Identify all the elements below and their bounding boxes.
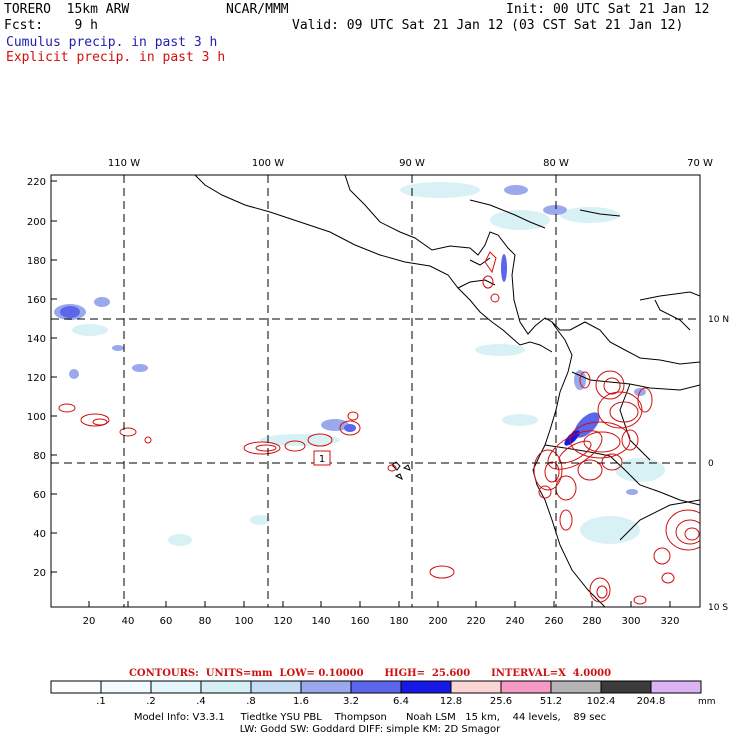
lat-label-0: 0	[708, 459, 714, 469]
valid-time: Valid: 09 UTC Sat 21 Jan 12 (03 CST Sat …	[292, 18, 684, 33]
x-tick-label: 40	[122, 616, 135, 627]
org-label: NCAR/MMM	[226, 2, 289, 17]
explicit-contours	[58, 251, 700, 605]
colorbar-swatch	[100, 680, 152, 694]
x-tick-label: 280	[582, 616, 601, 627]
lat-label-10s: 10 S	[708, 603, 728, 613]
lon-label-100w: 100 W	[252, 158, 284, 169]
latlon-grid	[51, 175, 700, 607]
x-tick-label: 180	[389, 616, 408, 627]
x-tick-label: 100	[234, 616, 253, 627]
lon-label-70w: 70 W	[687, 158, 713, 169]
high-marker: 1	[313, 450, 331, 466]
lon-label-90w: 90 W	[399, 158, 425, 169]
colorbar-label: .8	[246, 696, 256, 707]
x-tick-label: 320	[660, 616, 679, 627]
forecast-hour: Fcst: 9 h	[4, 18, 98, 33]
colorbar-label: .4	[196, 696, 206, 707]
y-tick-label: 200	[27, 217, 46, 228]
plot-frame	[50, 174, 701, 608]
y-tick-label: 120	[27, 373, 46, 384]
model-title: TORERO 15km ARW	[4, 2, 130, 17]
cumulus-field-label: Cumulus precip. in past 3 h	[6, 35, 218, 50]
x-tick-label: 240	[505, 616, 524, 627]
y-tick-label: 80	[33, 451, 46, 462]
colorbar-swatch	[550, 680, 602, 694]
y-tick-label: 20	[33, 568, 46, 579]
contours-info: CONTOURS: UNITS=mm LOW= 0.10000 HIGH= 25…	[128, 668, 612, 679]
colorbar-swatch	[650, 680, 702, 694]
colorbar-swatch	[300, 680, 352, 694]
colorbar-swatch	[450, 680, 502, 694]
lon-label-80w: 80 W	[543, 158, 569, 169]
colorbar-swatch	[200, 680, 252, 694]
y-tick-label: 220	[27, 177, 46, 188]
y-tick-label: 180	[27, 256, 46, 267]
explicit-field-label: Explicit precip. in past 3 h	[6, 50, 226, 65]
colorbar-label: .2	[146, 696, 156, 707]
colorbar-swatch	[500, 680, 552, 694]
colorbar-swatch	[400, 680, 452, 694]
x-tick-label: 120	[273, 616, 292, 627]
x-tick-label: 160	[350, 616, 369, 627]
x-tick-label: 220	[466, 616, 485, 627]
lon-label-110w: 110 W	[108, 158, 140, 169]
colorbar-swatch	[250, 680, 302, 694]
colorbar-label: 6.4	[393, 696, 409, 707]
model-info-line1: Model Info: V3.3.1 Tiedtke YSU PBL Thomp…	[133, 712, 607, 723]
x-tick-label: 20	[83, 616, 96, 627]
y-tick-label: 160	[27, 295, 46, 306]
y-tick-label: 100	[27, 412, 46, 423]
colorbar-swatch	[600, 680, 652, 694]
x-tick-label: 200	[428, 616, 447, 627]
colorbar: .1 .2 .4 .8 1.6 3.2 6.4 12.8 25.6 51.2 102.4 204.8 m…	[50, 680, 716, 707]
colorbar-swatch	[50, 680, 102, 694]
colorbar-unit: mm	[698, 697, 716, 707]
colorbar-label: .1	[96, 696, 106, 707]
model-info-line2: LW: Godd SW: Goddard DIFF: simple KM: 2D…	[239, 724, 501, 735]
colorbar-label: 12.8	[440, 696, 462, 707]
precip-shading	[51, 182, 665, 577]
colorbar-label: 25.6	[490, 696, 512, 707]
colorbar-swatch	[350, 680, 402, 694]
y-tick-label: 40	[33, 529, 46, 540]
y-tick-label: 140	[27, 334, 46, 345]
colorbar-label: 51.2	[540, 696, 562, 707]
colorbar-label: 1.6	[293, 696, 309, 707]
init-time: Init: 00 UTC Sat 21 Jan 12	[506, 2, 710, 17]
lat-label-10n: 10 N	[708, 315, 729, 325]
colorbar-label: 102.4	[587, 696, 616, 707]
high-marker-label: 1	[319, 454, 325, 465]
x-tick-label: 60	[160, 616, 173, 627]
x-tick-label: 80	[199, 616, 212, 627]
axis-ticks	[51, 180, 671, 607]
colorbar-swatch	[150, 680, 202, 694]
x-tick-label: 140	[311, 616, 330, 627]
colorbar-label: 3.2	[343, 696, 359, 707]
y-tick-label: 60	[33, 490, 46, 501]
x-tick-label: 300	[621, 616, 640, 627]
colorbar-label: 204.8	[637, 696, 666, 707]
x-tick-label: 260	[544, 616, 563, 627]
